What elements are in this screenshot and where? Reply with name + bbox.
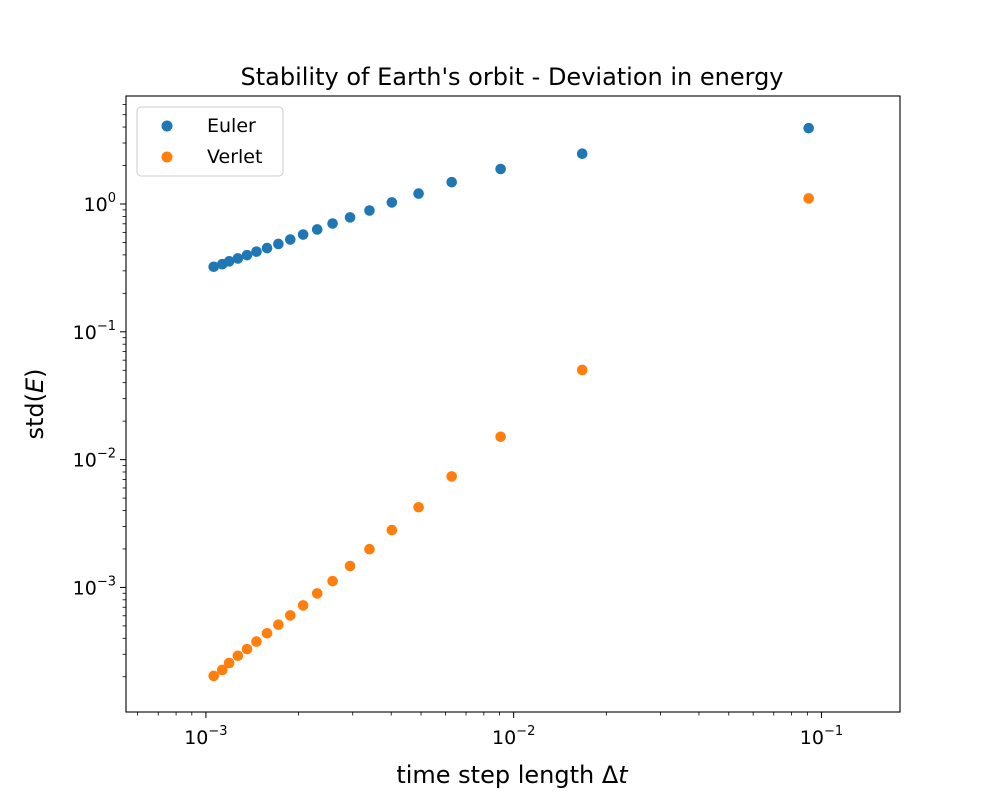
point-verlet-7 — [273, 619, 284, 630]
point-euler-4 — [241, 249, 253, 261]
y-axis-label-var: E — [21, 377, 49, 393]
point-euler-7 — [273, 238, 284, 250]
point-verlet-13 — [364, 543, 375, 555]
point-verlet-9 — [297, 600, 309, 611]
point-verlet-5 — [251, 636, 262, 647]
y-tick-label-1: 10−2 — [73, 447, 116, 472]
x-axis-label-var: t — [618, 761, 629, 789]
point-verlet-8 — [284, 610, 296, 621]
point-verlet-16 — [446, 471, 458, 482]
point-verlet-2 — [223, 657, 235, 669]
point-euler-8 — [284, 234, 296, 245]
point-euler-19 — [803, 122, 814, 134]
point-verlet-0 — [208, 670, 219, 682]
point-verlet-11 — [327, 575, 338, 587]
plot-area-frame — [125, 95, 901, 713]
point-euler-15 — [413, 188, 424, 199]
point-verlet-14 — [386, 524, 398, 536]
point-euler-0 — [208, 261, 219, 273]
point-euler-14 — [386, 197, 398, 208]
point-euler-17 — [495, 163, 506, 175]
x-axis-label-prefix: time step length — [396, 761, 602, 789]
legend-label-euler: Euler — [207, 115, 256, 137]
point-verlet-6 — [261, 627, 273, 639]
point-euler-18 — [576, 148, 588, 160]
x-axis-label: time step length Δt — [396, 761, 629, 789]
point-verlet-18 — [576, 364, 588, 376]
y-axis-ticks: 10−3 10−2 10−1 100 — [73, 104, 126, 678]
point-euler-3 — [232, 253, 244, 264]
y-axis-label: std(E) — [21, 368, 49, 439]
y-axis-label-prefix: std( — [21, 393, 49, 440]
point-verlet-12 — [344, 560, 356, 572]
point-verlet-19 — [803, 193, 814, 204]
point-verlet-15 — [413, 501, 424, 513]
x-axis-ticks: 10−3 10−2 10−1 — [137, 712, 843, 749]
legend-marker-euler — [161, 120, 173, 132]
legend-marker-verlet — [161, 151, 173, 163]
y-tick-label-0: 10−3 — [73, 574, 116, 599]
point-euler-10 — [311, 224, 323, 235]
point-verlet-3 — [232, 650, 244, 662]
x-tick-label-0: 10−3 — [184, 724, 227, 749]
point-euler-9 — [297, 229, 309, 240]
y-axis-label-suffix: ) — [21, 368, 49, 377]
x-tick-label-1: 10−2 — [492, 724, 535, 749]
point-euler-5 — [251, 246, 262, 257]
point-verlet-10 — [311, 588, 323, 599]
legend-label-verlet: Verlet — [207, 146, 262, 168]
point-verlet-1 — [216, 664, 228, 676]
point-euler-2 — [223, 256, 235, 267]
point-euler-12 — [344, 212, 356, 223]
chart-title: Stability of Earth's orbit - Deviation i… — [240, 63, 783, 91]
x-axis-label-symbol: Δ — [602, 761, 619, 789]
point-euler-16 — [446, 176, 458, 188]
point-euler-13 — [364, 205, 375, 216]
x-tick-label-2: 10−1 — [800, 724, 843, 749]
legend-box — [136, 106, 284, 177]
point-verlet-4 — [241, 643, 253, 655]
point-verlet-17 — [495, 431, 506, 443]
point-euler-6 — [261, 242, 273, 254]
y-tick-label-2: 10−1 — [73, 319, 116, 344]
data-points — [208, 122, 814, 682]
point-euler-11 — [327, 218, 338, 229]
y-tick-label-3: 100 — [84, 191, 116, 216]
legend: Euler Verlet — [136, 106, 284, 177]
